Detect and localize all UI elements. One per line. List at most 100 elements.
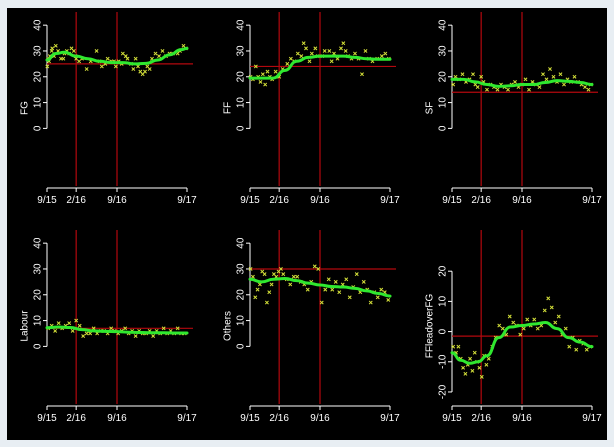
data-point [507,314,512,319]
y-tick-label: 40 [33,237,44,249]
data-point [549,305,554,310]
data-point [77,323,82,328]
data-point [546,296,551,301]
y-tick-label: 10 [33,315,44,327]
data-point [330,287,335,292]
x-tick-label: 9/15 [37,413,57,424]
x-tick-label: 2/16 [269,195,289,206]
x-tick-label: 9/15 [442,413,462,424]
data-point [363,49,368,53]
data-point [574,347,579,352]
data-point [260,72,265,77]
data-point [295,274,300,279]
data-point [257,282,262,287]
data-point [485,87,489,92]
small-multiples-svg: 0 10 20 30 40 FG 9/15 2/16 9/16 9/17 0 10 20 30 40 FF 9/… [20,12,602,424]
data-point [67,321,72,326]
data-point [530,79,535,84]
data-point [99,64,104,69]
y-axis-title: FG [20,101,31,115]
data-point [265,69,270,74]
data-point [472,350,477,355]
data-point [160,49,165,53]
data-point [541,72,545,77]
data-point [264,300,269,305]
y-axis-title: FF [223,102,234,114]
y-tick-label: 30 [236,263,247,275]
y-tick-label: 30 [33,263,44,275]
data-point [143,69,147,74]
y-axis-title: Others [223,311,234,341]
data-point [341,41,346,46]
data-point [258,79,263,84]
y-tick-label: 10 [236,315,247,327]
data-point [347,295,352,300]
data-point [109,326,114,331]
data-point [353,51,357,56]
data-point [153,51,158,56]
data-point [53,328,58,333]
data-point [521,326,526,331]
data-point [553,320,558,325]
data-point [131,67,136,71]
data-point [383,51,388,56]
data-point [463,371,468,376]
smooth-trend-line [45,325,189,335]
data-point [583,85,587,90]
data-point [479,74,484,79]
smooth-trend-line [450,77,594,88]
smooth-trend-line [450,321,594,365]
data-point [527,87,531,92]
panel-labour: 0 10 20 30 40 Labour 9/15 2/16 9/16 9/17 [20,230,197,424]
data-point [307,59,312,64]
data-point [175,326,180,331]
data-point [344,277,349,282]
data-point [495,87,500,92]
x-tick-label: 9/16 [107,195,127,206]
data-point [84,67,89,71]
data-point [53,43,58,48]
data-point [120,51,125,56]
data-point [333,279,338,284]
y-tick-label: 30 [33,45,44,57]
data-point [497,323,502,328]
data-point [572,74,577,79]
y-axis-title: Labour [20,310,31,342]
data-point [379,54,384,59]
data-point [133,334,138,339]
data-point [319,300,324,305]
x-tick-label: 2/16 [471,195,491,206]
y-tick-label: 10 [438,97,449,109]
data-point [45,64,50,69]
x-tick-label: 9/16 [310,195,330,206]
x-tick-label: 9/17 [177,195,197,206]
data-point [295,51,300,56]
data-point [312,264,317,269]
data-point [535,326,540,331]
y-tick-label: 0 [236,125,247,131]
data-point [281,272,286,277]
data-point [586,87,591,92]
data-point [386,297,391,302]
data-point [461,365,466,370]
y-tick-label: 10 [236,97,247,109]
data-point [267,290,272,295]
panel-others: 0 10 20 30 40 Others 9/15 2/16 9/16 9/17 [223,230,400,424]
data-point [161,326,166,331]
data-point [81,334,86,339]
data-point [542,308,547,313]
data-point [71,49,76,53]
data-point [339,46,343,51]
data-point [304,46,308,51]
data-point [477,365,482,370]
data-point [291,274,296,279]
y-tick-label: 20 [236,289,247,301]
data-point [471,72,475,77]
y-tick-label: 0 [438,328,449,334]
data-point [523,77,528,82]
x-tick-label: 9/17 [582,195,602,206]
x-tick-label: 9/17 [582,413,602,424]
data-point [253,295,258,300]
panel-ffleadoverfg: -20 -10 0 10 20 FFleadoverFG 9/15 2/16 9/16 9/17 [425,230,602,424]
data-point [136,64,140,69]
